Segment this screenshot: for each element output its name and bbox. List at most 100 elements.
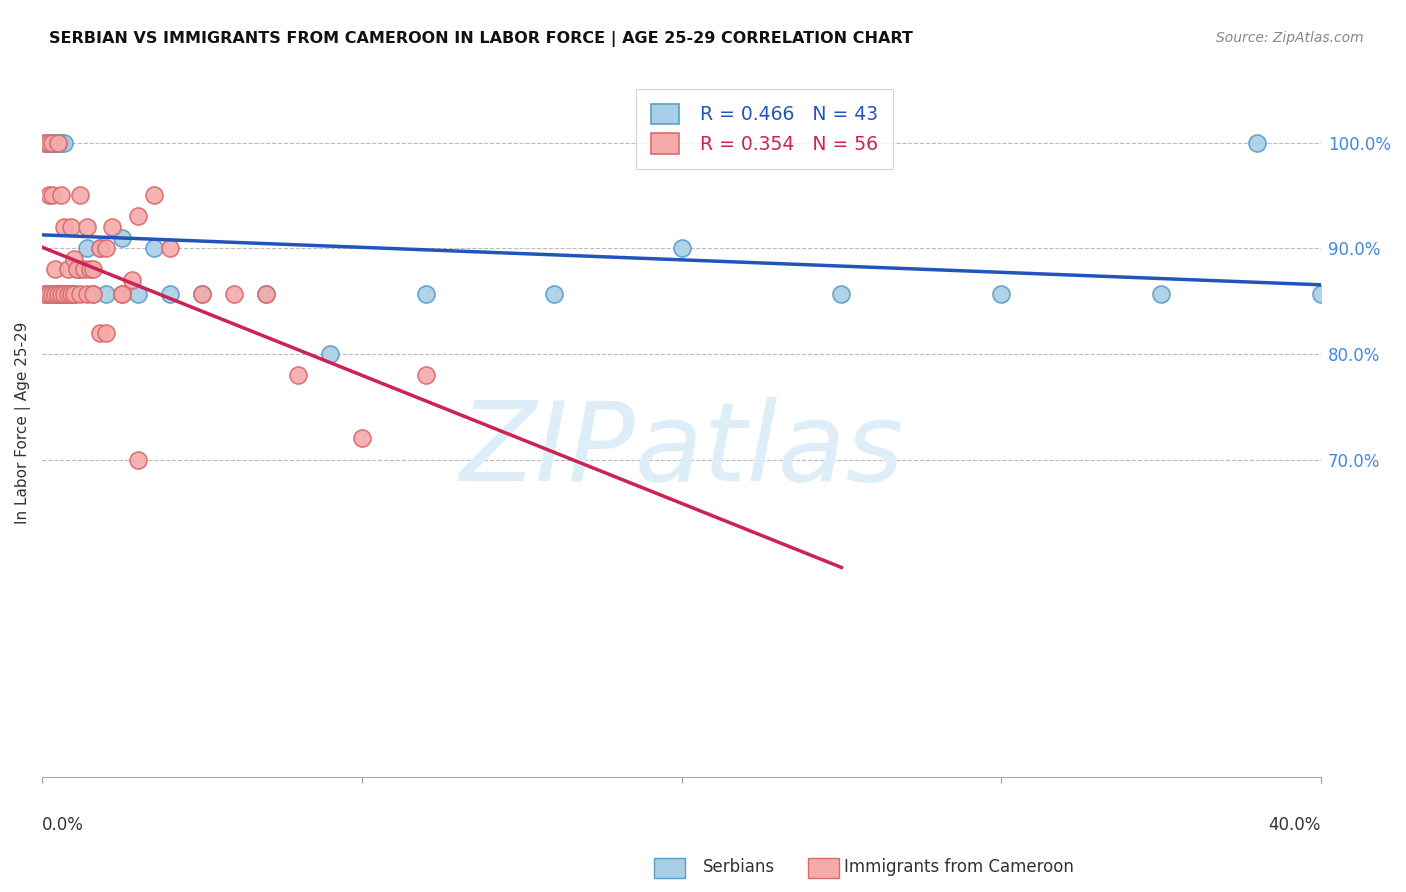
Point — [76, 220, 98, 235]
Point — [191, 286, 214, 301]
Point — [82, 262, 104, 277]
Point — [89, 326, 111, 340]
Point — [111, 286, 134, 301]
Point — [56, 286, 79, 301]
Point — [319, 347, 342, 361]
Point — [56, 286, 79, 301]
Point — [63, 286, 86, 301]
Point — [63, 286, 86, 301]
Point — [46, 136, 69, 150]
Point — [543, 286, 565, 301]
Point — [1310, 286, 1333, 301]
Point — [44, 286, 66, 301]
Point — [76, 241, 98, 255]
Y-axis label: In Labor Force | Age 25-29: In Labor Force | Age 25-29 — [15, 321, 31, 524]
Text: Immigrants from Cameroon: Immigrants from Cameroon — [844, 858, 1073, 876]
Text: SERBIAN VS IMMIGRANTS FROM CAMEROON IN LABOR FORCE | AGE 25-29 CORRELATION CHART: SERBIAN VS IMMIGRANTS FROM CAMEROON IN L… — [49, 31, 912, 47]
Point — [63, 286, 86, 301]
Point — [191, 286, 214, 301]
Point — [59, 286, 82, 301]
Point — [990, 286, 1012, 301]
Point — [254, 286, 277, 301]
Point — [53, 220, 76, 235]
Point — [56, 262, 79, 277]
Point — [127, 286, 149, 301]
Point — [51, 136, 73, 150]
Point — [44, 136, 66, 150]
Point — [254, 286, 277, 301]
Point — [37, 188, 59, 202]
Point — [159, 241, 181, 255]
Point — [51, 286, 73, 301]
Point — [37, 286, 59, 301]
Point — [53, 136, 76, 150]
Point — [46, 136, 69, 150]
Point — [53, 286, 76, 301]
Point — [46, 286, 69, 301]
Point — [34, 286, 56, 301]
Text: 40.0%: 40.0% — [1268, 815, 1322, 833]
Point — [44, 286, 66, 301]
Point — [89, 241, 111, 255]
Point — [1150, 286, 1173, 301]
Point — [287, 368, 309, 382]
Point — [415, 368, 437, 382]
Point — [34, 136, 56, 150]
Point — [69, 188, 91, 202]
Point — [53, 286, 76, 301]
Text: 0.0%: 0.0% — [42, 815, 84, 833]
Point — [159, 286, 181, 301]
Point — [63, 252, 86, 266]
Point — [350, 432, 373, 446]
Point — [51, 286, 73, 301]
Point — [127, 210, 149, 224]
Point — [94, 286, 117, 301]
Point — [41, 188, 63, 202]
Point — [222, 286, 245, 301]
Point — [51, 188, 73, 202]
Point — [56, 286, 79, 301]
Point — [79, 262, 101, 277]
Legend:  R = 0.466   N = 43,  R = 0.354   N = 56: R = 0.466 N = 43, R = 0.354 N = 56 — [636, 88, 893, 169]
Text: Source: ZipAtlas.com: Source: ZipAtlas.com — [1216, 31, 1364, 45]
Point — [69, 262, 91, 277]
Point — [41, 286, 63, 301]
Point — [66, 262, 89, 277]
Point — [51, 286, 73, 301]
Point — [41, 136, 63, 150]
Point — [82, 286, 104, 301]
Point — [111, 286, 134, 301]
Point — [101, 220, 124, 235]
Point — [94, 241, 117, 255]
Text: Serbians: Serbians — [703, 858, 775, 876]
Point — [44, 136, 66, 150]
Point — [34, 286, 56, 301]
Point — [76, 286, 98, 301]
Point — [82, 286, 104, 301]
Point — [143, 241, 166, 255]
Point — [44, 286, 66, 301]
Point — [46, 136, 69, 150]
Point — [37, 286, 59, 301]
Point — [143, 188, 166, 202]
Text: ZIPatlas: ZIPatlas — [460, 398, 904, 504]
Point — [59, 286, 82, 301]
Point — [415, 286, 437, 301]
Point — [44, 136, 66, 150]
Point — [34, 136, 56, 150]
Point — [1246, 136, 1268, 150]
Point — [830, 286, 852, 301]
Point — [59, 220, 82, 235]
Point — [94, 326, 117, 340]
Point — [89, 241, 111, 255]
Point — [41, 286, 63, 301]
Point — [59, 286, 82, 301]
Point — [41, 136, 63, 150]
Point — [66, 262, 89, 277]
Point — [46, 286, 69, 301]
Point — [53, 286, 76, 301]
Point — [73, 262, 96, 277]
Point — [44, 262, 66, 277]
Point — [127, 452, 149, 467]
Point — [69, 286, 91, 301]
